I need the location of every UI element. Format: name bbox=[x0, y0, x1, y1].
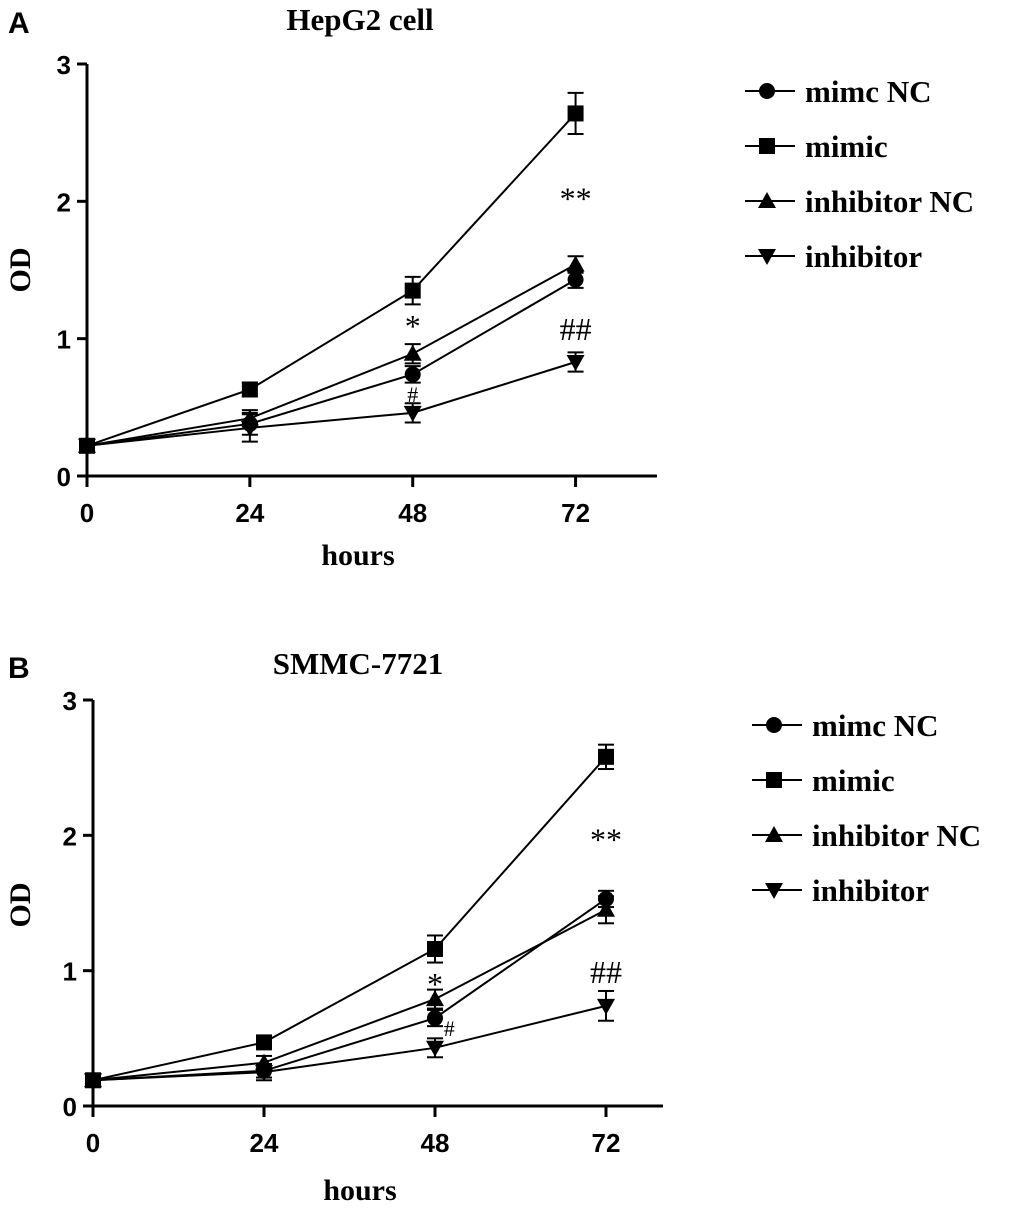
legend-label: inhibitor bbox=[805, 239, 922, 274]
panel-label-a: A bbox=[8, 7, 30, 40]
legend-marker-mimc-nc bbox=[759, 83, 775, 99]
data-point-inhibitor-nc bbox=[403, 344, 422, 361]
x-tick-label: 48 bbox=[421, 1128, 450, 1158]
chart-title-b: SMMC-7721 bbox=[273, 646, 443, 681]
chart-title-a: HepG2 cell bbox=[286, 2, 434, 37]
significance-annotation: * bbox=[405, 308, 421, 344]
y-tick-label: 1 bbox=[63, 957, 77, 987]
x-tick-label: 24 bbox=[235, 498, 264, 528]
legend-marker-inhibitor-nc bbox=[765, 826, 783, 842]
series-line-mimic bbox=[92, 756, 607, 1082]
series-line-inhibitor-nc bbox=[92, 908, 607, 1082]
x-axis-label-b: hours bbox=[323, 1174, 396, 1207]
data-point-inhibitor bbox=[566, 355, 585, 372]
x-tick-label: 0 bbox=[80, 498, 94, 528]
series-line-mimic bbox=[86, 112, 577, 447]
data-point-mimic bbox=[404, 282, 421, 299]
legend-a: mimc NC mimic inhibitor NC inhibitor bbox=[745, 74, 974, 274]
plot-area-b: 0 1 2 3 0 24 48 72 *# ** ## bbox=[63, 686, 663, 1158]
x-axis-label-a: hours bbox=[321, 539, 394, 572]
series-line-mimc-nc bbox=[86, 278, 577, 447]
data-point-inhibitor bbox=[84, 1073, 102, 1090]
legend-label: mimc NC bbox=[805, 74, 932, 109]
data-point-mimic bbox=[598, 748, 614, 765]
data-point-mimc-nc bbox=[404, 366, 421, 383]
series-line-inhibitor bbox=[92, 1004, 607, 1082]
legend-label: mimic bbox=[805, 129, 888, 164]
data-point-inhibitor-nc bbox=[566, 255, 585, 272]
data-point-mimic bbox=[427, 941, 443, 958]
data-point-inhibitor bbox=[255, 1065, 273, 1082]
data-point-mimc-nc bbox=[427, 1010, 443, 1027]
y-tick-label: 2 bbox=[63, 821, 77, 851]
legend-marker-inhibitor-nc bbox=[758, 192, 776, 208]
legend-label: inhibitor NC bbox=[805, 184, 974, 219]
data-point-mimic bbox=[567, 105, 584, 122]
data-point-mimic bbox=[256, 1034, 272, 1051]
x-tick-label: 72 bbox=[592, 1128, 621, 1158]
series-line-inhibitor bbox=[86, 361, 576, 447]
data-point-mimic bbox=[241, 381, 258, 398]
data-point-inhibitor-nc bbox=[426, 990, 444, 1007]
y-tick-label: 3 bbox=[57, 50, 71, 80]
y-tick-label: 3 bbox=[63, 686, 77, 716]
panel-label-b: B bbox=[8, 652, 30, 685]
series-line-inhibitor-nc bbox=[86, 263, 577, 447]
x-tick-label: 72 bbox=[561, 498, 590, 528]
data-point-inhibitor bbox=[78, 438, 96, 455]
significance-annotation: * bbox=[427, 966, 443, 1002]
significance-annotation: ** bbox=[560, 181, 592, 217]
y-tick-label: 2 bbox=[57, 187, 71, 217]
data-point-inhibitor bbox=[597, 998, 615, 1015]
data-point-inhibitor bbox=[240, 420, 259, 437]
y-axis-label-b: OD bbox=[4, 883, 37, 928]
legend-marker-inhibitor bbox=[765, 883, 783, 899]
significance-annotation: # bbox=[407, 382, 418, 407]
legend-marker-inhibitor bbox=[758, 249, 776, 265]
significance-annotation: ## bbox=[590, 954, 622, 990]
x-tick-label: 0 bbox=[86, 1128, 100, 1158]
plot-area-a: 0 1 2 3 0 24 48 72 * # ** ## bbox=[57, 50, 657, 528]
data-point-inhibitor-nc bbox=[597, 900, 615, 917]
y-tick-label: 0 bbox=[63, 1092, 77, 1122]
legend-marker-mimic bbox=[759, 138, 775, 154]
legend-label: mimc NC bbox=[812, 708, 939, 743]
significance-annotation: ## bbox=[560, 311, 592, 347]
significance-annotation: ** bbox=[590, 821, 622, 857]
y-axis-label-a: OD bbox=[4, 248, 37, 293]
legend-b: mimc NC mimic inhibitor NC inhibitor bbox=[752, 708, 981, 908]
data-point-inhibitor bbox=[426, 1040, 444, 1057]
y-tick-label: 1 bbox=[57, 325, 71, 355]
legend-label: mimic bbox=[812, 763, 895, 798]
legend-marker-mimc-nc bbox=[766, 717, 782, 733]
significance-annotation: # bbox=[444, 1016, 455, 1041]
legend-label: inhibitor NC bbox=[812, 818, 981, 853]
legend-label: inhibitor bbox=[812, 873, 929, 908]
y-tick-label: 0 bbox=[57, 462, 71, 492]
x-tick-label: 48 bbox=[398, 498, 427, 528]
legend-marker-mimic bbox=[766, 772, 782, 788]
x-tick-label: 24 bbox=[250, 1128, 279, 1158]
data-point-mimc-nc bbox=[567, 271, 584, 288]
data-point-inhibitor bbox=[403, 405, 422, 422]
series-line-mimc-nc bbox=[92, 898, 607, 1082]
